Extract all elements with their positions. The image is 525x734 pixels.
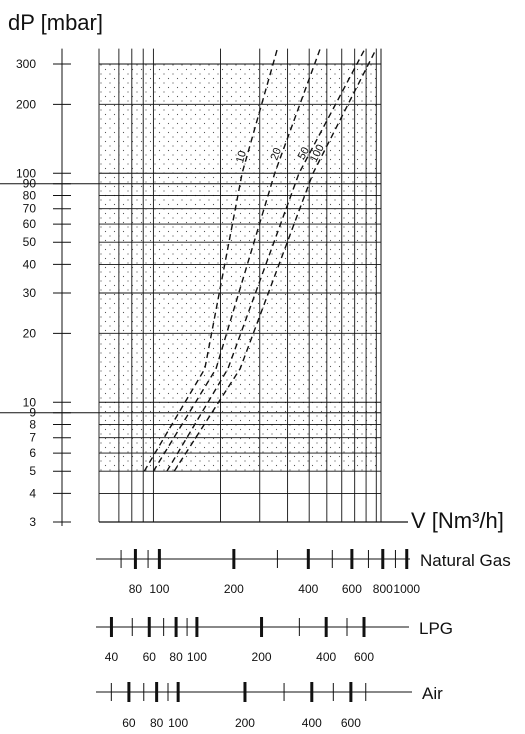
- curve-50: [166, 48, 366, 472]
- y-tick-label: 10: [23, 395, 37, 409]
- y-tick-label: 4: [29, 486, 36, 500]
- scale-tick-label: 80: [150, 716, 164, 730]
- y-tick-label: 20: [23, 326, 37, 340]
- scale-tick-label: 200: [252, 650, 272, 664]
- scale-tick-label: 80: [169, 650, 183, 664]
- y-tick-label: 8: [29, 417, 36, 431]
- scale-tick-label: 40: [105, 650, 119, 664]
- scale-name: Air: [422, 684, 443, 703]
- y-tick-label: 50: [23, 235, 37, 249]
- y-tick-label: 30: [23, 286, 37, 300]
- scale-air: 60 80 100 200 400 600 Air: [96, 682, 443, 730]
- y-tick-label: 5: [29, 464, 36, 478]
- scale-tick-label: 600: [341, 716, 361, 730]
- y-tick-label: 70: [23, 202, 37, 216]
- curve-label: 50: [296, 145, 312, 161]
- scale-tick-label: 60: [122, 716, 136, 730]
- scale-tick-label: 200: [224, 582, 244, 596]
- shaded-region: [99, 64, 377, 472]
- scale-tick-label: 100: [149, 582, 169, 596]
- y-tick-label: 9: [29, 406, 36, 420]
- curve-label: 20: [269, 146, 284, 162]
- y-tick-label: 300: [16, 57, 36, 71]
- scale-name: Natural Gas: [420, 551, 511, 570]
- scale-tick-label: 60: [143, 650, 157, 664]
- scale-tick-label: 200: [235, 716, 255, 730]
- scale-tick-label: 100: [168, 716, 188, 730]
- scale-tick-label: 100: [187, 650, 207, 664]
- scale-tick-label: 600: [354, 650, 374, 664]
- curve-20: [152, 48, 321, 472]
- scale-lpg: 40 60 80 100 200 400 600 LPG: [96, 617, 453, 664]
- scale-tick-label: 400: [316, 650, 336, 664]
- y-tick-label: 3: [29, 515, 36, 529]
- scale-tick-label: 400: [302, 716, 322, 730]
- x-axis-label: V [Nm³/h]: [411, 508, 504, 533]
- scale-tick-label: 600: [342, 582, 362, 596]
- scale-tick-label: 1000: [393, 582, 420, 596]
- y-axis-label: dP [mbar]: [8, 10, 103, 35]
- y-tick-label: 60: [23, 217, 37, 231]
- curve-100: [173, 48, 377, 472]
- y-tick-label: 7: [29, 431, 36, 445]
- y-tick-label: 6: [29, 446, 36, 460]
- y-tick-label: 40: [23, 257, 37, 271]
- curve-10: [143, 48, 279, 472]
- scale-tick-label: 800: [373, 582, 393, 596]
- curve-label: 10: [234, 149, 249, 164]
- scale-tick-label: 400: [298, 582, 318, 596]
- y-tick-label: 100: [16, 166, 36, 180]
- y-tick-label: 200: [16, 97, 36, 111]
- y-tick-label: 90: [23, 177, 37, 191]
- y-tick-label: 80: [23, 188, 37, 202]
- scale-tick-label: 80: [129, 582, 143, 596]
- scale-name: LPG: [419, 619, 453, 638]
